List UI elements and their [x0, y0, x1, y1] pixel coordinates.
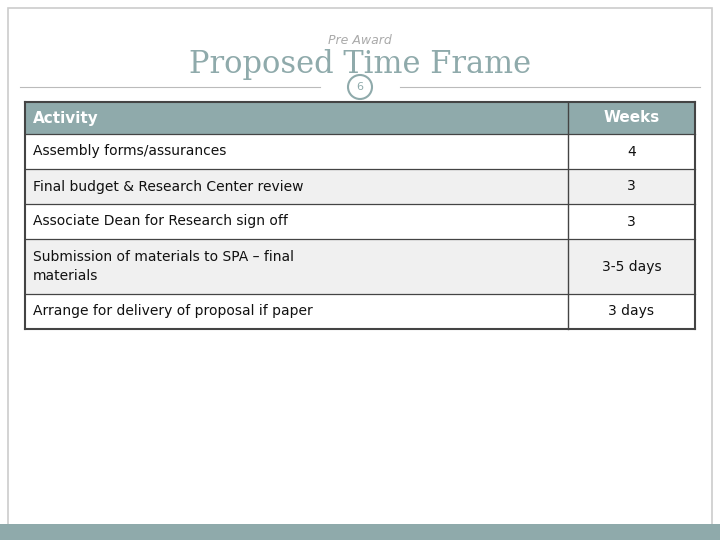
FancyBboxPatch shape — [25, 239, 695, 294]
FancyBboxPatch shape — [25, 169, 695, 204]
Text: 4: 4 — [627, 145, 636, 159]
Text: Proposed Time Frame: Proposed Time Frame — [189, 50, 531, 80]
Text: Submission of materials to SPA – final
materials: Submission of materials to SPA – final m… — [33, 249, 294, 284]
Text: Associate Dean for Research sign off: Associate Dean for Research sign off — [33, 214, 288, 228]
Text: 6: 6 — [356, 82, 364, 92]
Text: Pre Award: Pre Award — [328, 33, 392, 46]
FancyBboxPatch shape — [25, 102, 695, 134]
Text: 3 days: 3 days — [608, 305, 654, 319]
FancyBboxPatch shape — [25, 134, 695, 169]
Text: Arrange for delivery of proposal if paper: Arrange for delivery of proposal if pape… — [33, 305, 312, 319]
Text: Activity: Activity — [33, 111, 99, 125]
FancyBboxPatch shape — [25, 204, 695, 239]
Text: Final budget & Research Center review: Final budget & Research Center review — [33, 179, 304, 193]
Circle shape — [348, 75, 372, 99]
Text: 3: 3 — [627, 214, 636, 228]
Text: Assembly forms/assurances: Assembly forms/assurances — [33, 145, 226, 159]
Text: 3: 3 — [627, 179, 636, 193]
FancyBboxPatch shape — [0, 524, 720, 540]
FancyBboxPatch shape — [25, 294, 695, 329]
Text: 3-5 days: 3-5 days — [602, 260, 661, 273]
Text: Weeks: Weeks — [603, 111, 660, 125]
